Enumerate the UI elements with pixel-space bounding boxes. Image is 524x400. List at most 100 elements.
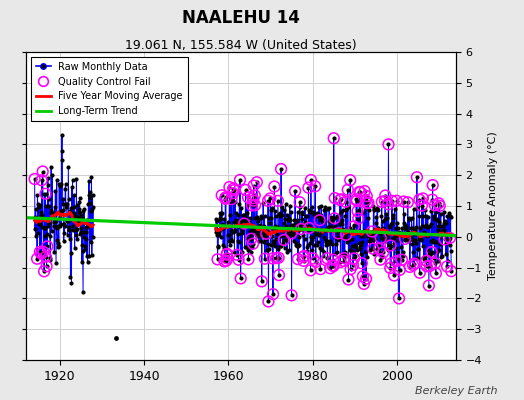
Point — [293, 209, 302, 215]
Point — [345, 236, 353, 243]
Point — [216, 215, 224, 221]
Point — [418, 243, 427, 250]
Point — [330, 135, 338, 142]
Point — [266, 207, 275, 214]
Point — [290, 224, 299, 230]
Point — [334, 230, 343, 236]
Point — [297, 226, 305, 232]
Point — [79, 248, 87, 254]
Point — [50, 249, 59, 255]
Point — [71, 226, 80, 233]
Point — [69, 227, 77, 234]
Point — [378, 254, 386, 260]
Point — [415, 212, 423, 219]
Point — [33, 192, 41, 198]
Point — [42, 263, 51, 270]
Point — [55, 181, 63, 188]
Point — [35, 203, 43, 210]
Point — [390, 240, 399, 246]
Point — [406, 264, 414, 270]
Point — [316, 245, 324, 251]
Point — [84, 222, 92, 228]
Point — [313, 242, 321, 248]
Point — [413, 174, 421, 180]
Point — [57, 208, 66, 215]
Point — [433, 222, 442, 229]
Point — [60, 230, 69, 236]
Point — [54, 240, 62, 246]
Point — [236, 224, 245, 230]
Point — [340, 258, 348, 264]
Point — [283, 228, 292, 234]
Point — [374, 207, 382, 213]
Point — [276, 210, 284, 216]
Point — [41, 190, 50, 197]
Point — [285, 247, 293, 253]
Point — [253, 214, 261, 221]
Point — [346, 266, 355, 272]
Point — [245, 244, 254, 250]
Point — [276, 243, 285, 249]
Point — [261, 230, 269, 237]
Point — [265, 246, 273, 252]
Point — [399, 249, 407, 255]
Point — [304, 228, 312, 234]
Point — [387, 221, 395, 227]
Point — [392, 258, 400, 264]
Point — [263, 226, 271, 232]
Point — [357, 233, 365, 239]
Point — [286, 217, 294, 223]
Point — [259, 229, 267, 236]
Point — [394, 255, 402, 261]
Point — [80, 233, 88, 240]
Point — [54, 223, 63, 229]
Point — [275, 210, 283, 217]
Point — [226, 242, 234, 248]
Point — [374, 242, 382, 248]
Point — [261, 256, 269, 262]
Point — [254, 230, 263, 236]
Point — [264, 198, 272, 204]
Point — [78, 242, 86, 248]
Point — [381, 192, 389, 199]
Point — [66, 208, 74, 214]
Point — [222, 258, 231, 264]
Point — [428, 249, 436, 255]
Point — [420, 222, 429, 229]
Point — [348, 230, 356, 236]
Point — [411, 224, 420, 231]
Point — [333, 214, 342, 220]
Point — [358, 233, 367, 239]
Point — [38, 168, 47, 175]
Point — [227, 196, 236, 202]
Point — [434, 200, 443, 206]
Point — [381, 198, 389, 204]
Point — [407, 234, 415, 241]
Point — [339, 207, 347, 214]
Point — [277, 166, 285, 172]
Point — [41, 232, 49, 239]
Point — [376, 256, 385, 263]
Point — [382, 211, 390, 217]
Point — [258, 229, 266, 236]
Point — [287, 292, 296, 298]
Point — [446, 235, 454, 241]
Point — [394, 237, 402, 244]
Point — [324, 224, 332, 230]
Point — [272, 255, 281, 261]
Point — [225, 232, 233, 239]
Point — [324, 225, 333, 232]
Point — [254, 233, 262, 240]
Point — [316, 227, 325, 233]
Point — [433, 216, 441, 222]
Point — [270, 183, 279, 190]
Point — [72, 176, 81, 183]
Point — [440, 209, 448, 216]
Point — [351, 242, 359, 248]
Point — [369, 206, 378, 212]
Point — [387, 260, 396, 267]
Point — [347, 247, 355, 254]
Point — [441, 218, 450, 224]
Point — [416, 224, 424, 231]
Point — [321, 204, 330, 210]
